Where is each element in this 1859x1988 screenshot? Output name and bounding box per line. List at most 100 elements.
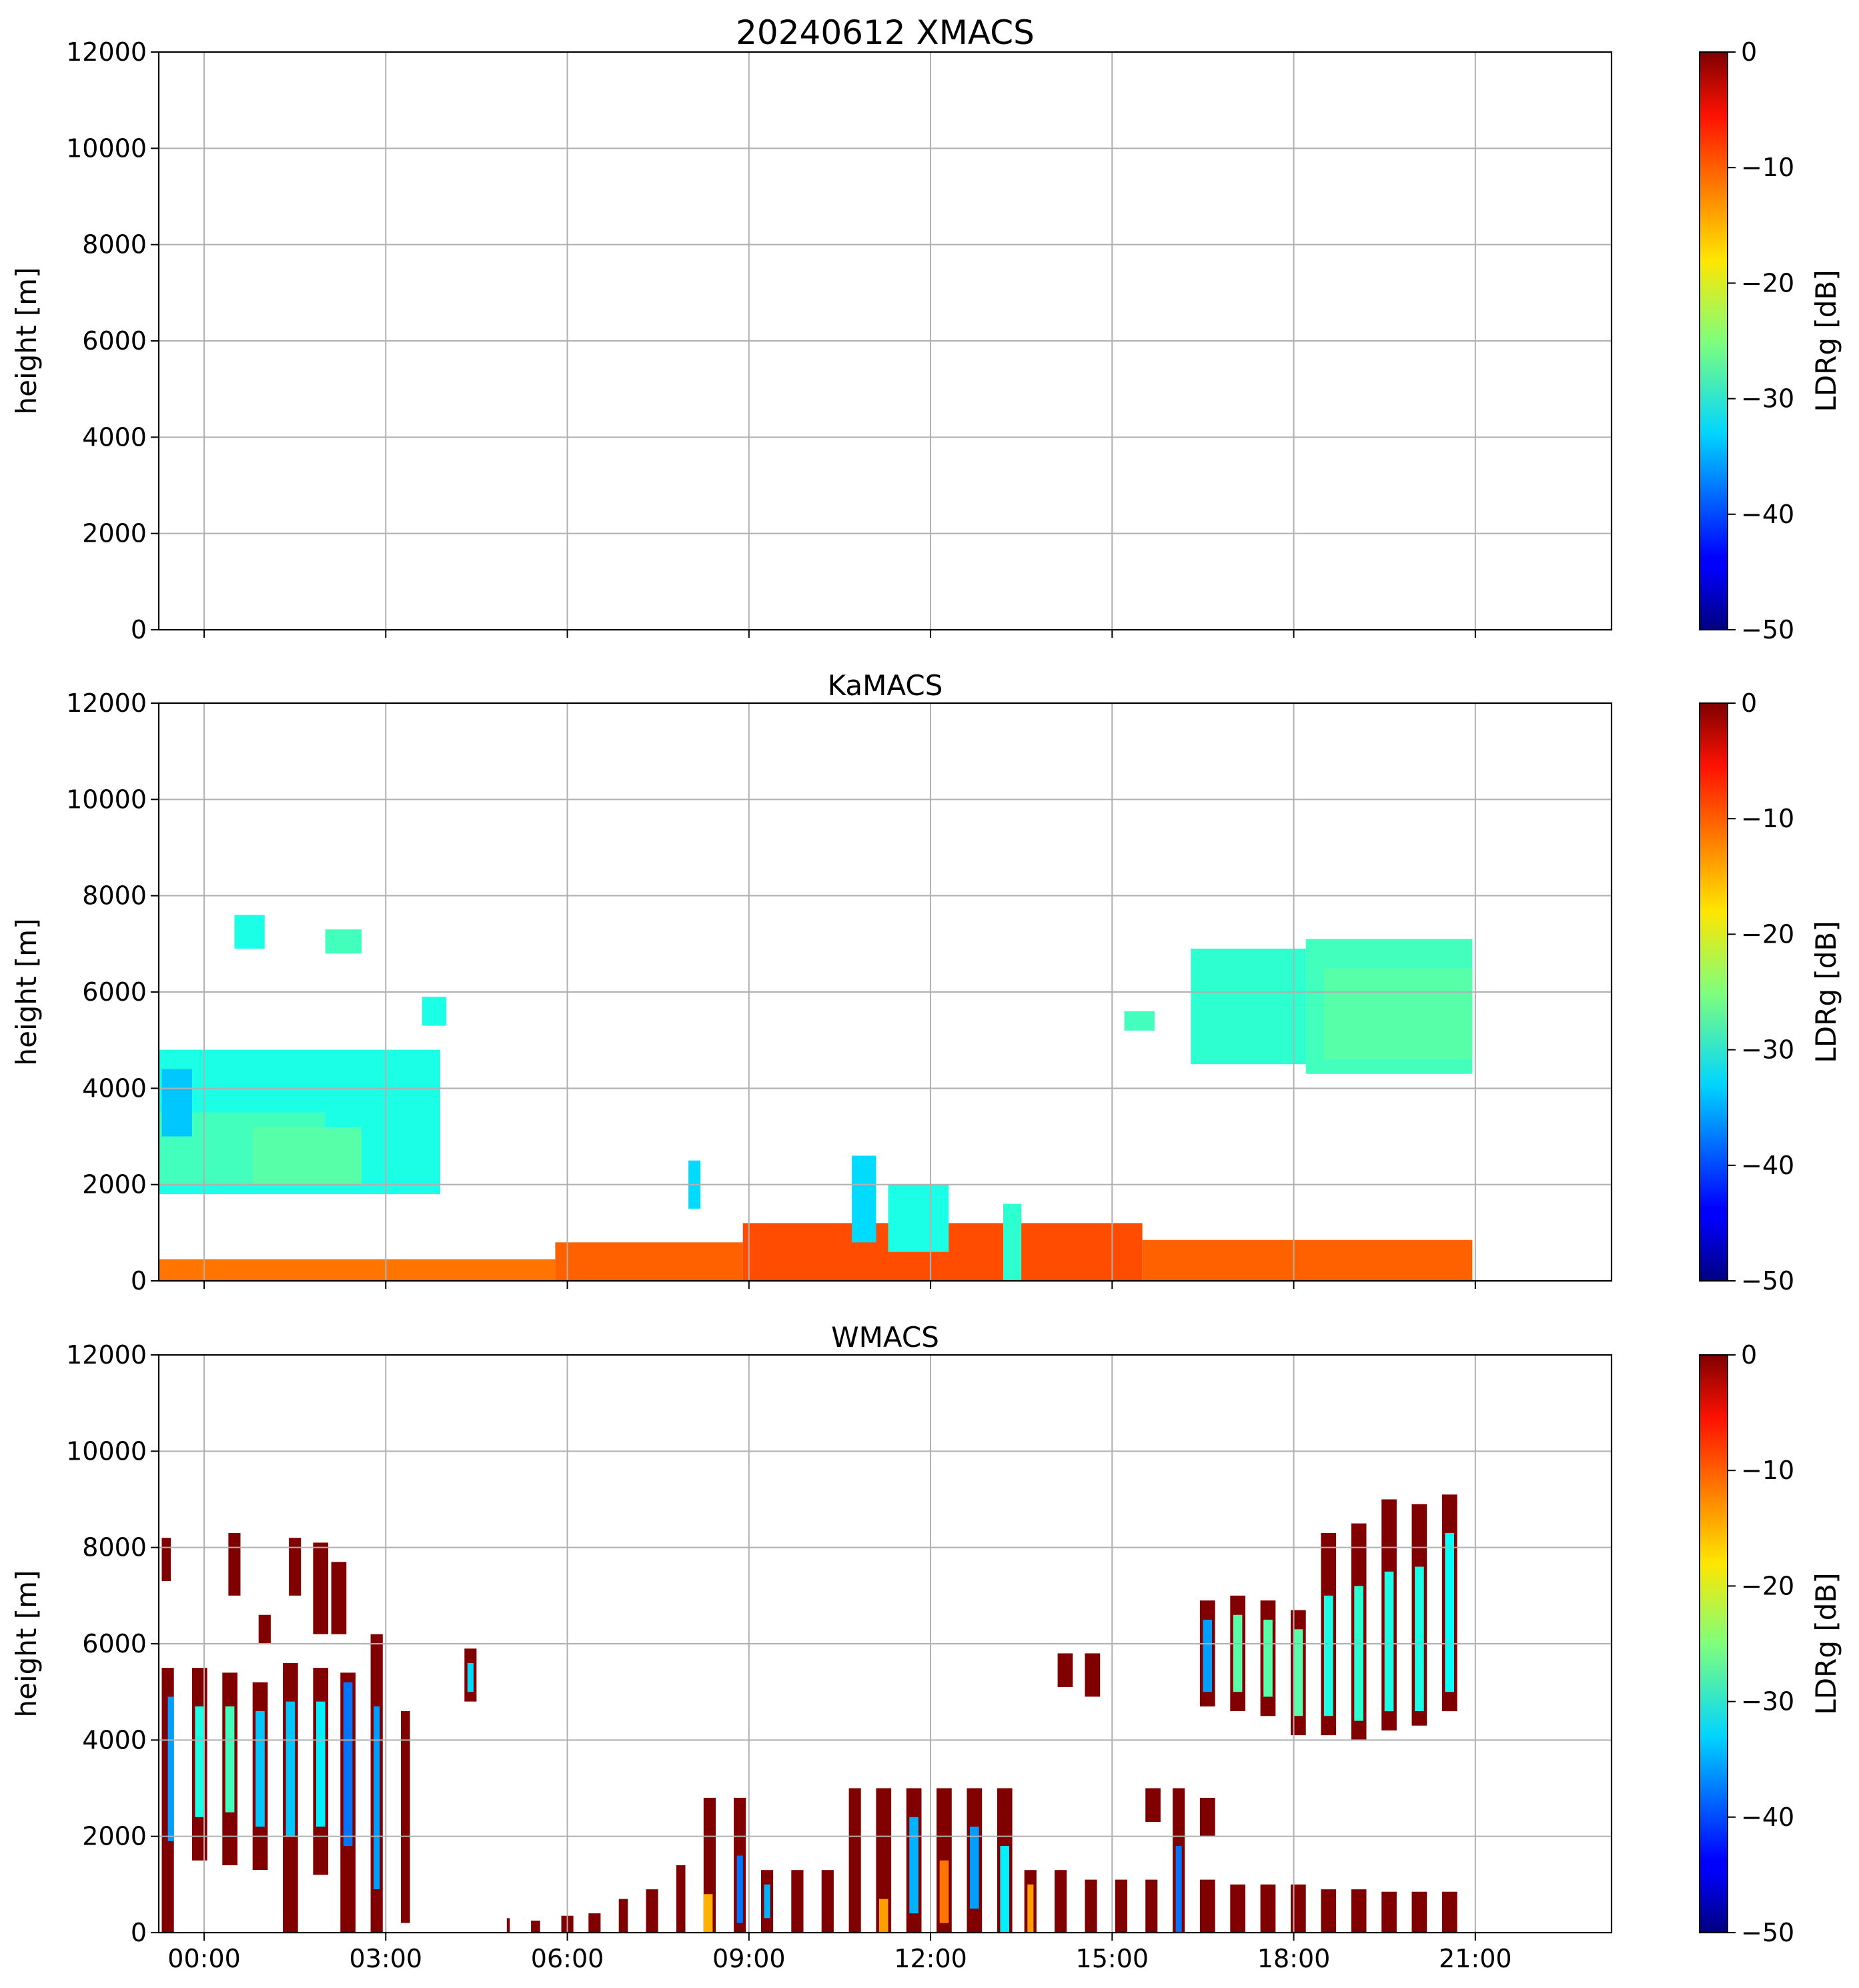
data-region	[285, 1701, 295, 1837]
data-region	[1142, 1239, 1473, 1281]
y-tick-label: 10000	[66, 785, 147, 814]
data-region	[1000, 1846, 1009, 1933]
colorbar-tick-label: −10	[1741, 153, 1794, 182]
data-region	[1291, 1884, 1306, 1933]
data-region	[1260, 1884, 1276, 1933]
data-region	[1445, 1533, 1454, 1692]
data-region	[531, 1921, 540, 1933]
colorbar-tick-label: −40	[1741, 1151, 1794, 1180]
data-region	[1085, 1879, 1097, 1933]
data-region	[258, 1614, 271, 1644]
panel-wmacs: 0 2000 4000 6000 8000 10000 12000 00:00 03:00 06:…	[10, 1321, 1842, 1973]
colorbar-tick-label: 0	[1741, 1340, 1757, 1370]
colorbar-tick-label: −50	[1741, 1918, 1794, 1947]
y-tick-label: 4000	[82, 422, 147, 452]
y-tick-label: 12000	[66, 37, 147, 67]
data-region	[1233, 1614, 1243, 1692]
colorbar-tick-label: 0	[1741, 688, 1757, 718]
y-axis-label: height [m]	[10, 919, 43, 1066]
data-region	[1321, 1889, 1337, 1933]
colorbar	[1699, 1354, 1728, 1933]
colorbar-tick-label: −10	[1741, 804, 1794, 833]
colorbar-tick-label: −30	[1741, 384, 1794, 414]
data-region	[852, 1155, 876, 1243]
data-region	[1057, 1653, 1073, 1687]
y-tick-label: 4000	[82, 1725, 147, 1755]
data-region	[1411, 1891, 1427, 1933]
data-region	[646, 1889, 658, 1933]
y-axis-label: height [m]	[10, 268, 43, 415]
data-region	[1175, 1846, 1182, 1933]
colorbar-label: LDRg [dB]	[1810, 921, 1842, 1063]
data-region	[1199, 1797, 1215, 1837]
y-tick-label: 12000	[66, 688, 147, 718]
data-region	[1124, 1011, 1155, 1031]
data-region	[234, 915, 265, 949]
data-region	[1055, 1870, 1067, 1933]
data-region	[331, 1562, 347, 1634]
data-region	[876, 1788, 892, 1933]
y-tick-label: 2000	[82, 1170, 147, 1199]
data-region	[1415, 1566, 1424, 1711]
data-region	[791, 1870, 804, 1933]
data-region	[1351, 1889, 1367, 1933]
data-region	[422, 997, 447, 1026]
data-region	[1263, 1619, 1273, 1697]
data-region	[1441, 1891, 1457, 1933]
data-region	[736, 1855, 743, 1923]
y-tick-label: 2000	[82, 1822, 147, 1851]
data-region	[821, 1870, 834, 1933]
data-region	[374, 1706, 380, 1889]
colorbar	[1699, 702, 1728, 1282]
data-region	[1354, 1586, 1363, 1721]
data-region	[255, 1711, 265, 1827]
data-region	[161, 1538, 171, 1582]
x-tick-label: 03:00	[350, 1944, 423, 1973]
colorbar-tick-label: −10	[1741, 1456, 1794, 1485]
data-region	[228, 1533, 241, 1596]
kamacs-data	[159, 915, 1473, 1281]
wmacs-data	[161, 1494, 1457, 1933]
colorbar-tick-label: 0	[1741, 37, 1757, 67]
chart-title: WMACS	[831, 1321, 939, 1354]
data-region	[1199, 1879, 1215, 1933]
colorbar-label: LDRg [dB]	[1810, 270, 1842, 412]
data-region	[878, 1899, 888, 1933]
y-tick-label: 2000	[82, 519, 147, 548]
data-region	[401, 1711, 410, 1923]
data-region	[1027, 1884, 1034, 1933]
colorbar-tick-label: −20	[1741, 1571, 1794, 1600]
y-tick-label: 0	[131, 1918, 147, 1947]
data-region	[1191, 949, 1306, 1065]
data-region	[1145, 1879, 1158, 1933]
data-region	[1293, 1629, 1303, 1716]
data-region	[1323, 1595, 1333, 1716]
data-region	[848, 1788, 861, 1933]
colorbar-label: LDRg [dB]	[1810, 1572, 1842, 1714]
y-tick-label: 12000	[66, 1340, 147, 1370]
chart-title: KaMACS	[828, 669, 943, 702]
data-region	[195, 1706, 204, 1817]
data-region	[939, 1860, 949, 1923]
colorbar-tick-label: −50	[1741, 1266, 1794, 1296]
colorbar-tick-label: −20	[1741, 919, 1794, 949]
y-tick-label: 0	[131, 1266, 147, 1296]
colorbar	[1699, 51, 1728, 630]
data-region	[343, 1682, 353, 1847]
data-region	[167, 1696, 174, 1841]
data-region	[1384, 1571, 1394, 1712]
x-tick-label: 09:00	[712, 1944, 786, 1973]
data-region	[764, 1884, 770, 1919]
colorbar-tick-label: −50	[1741, 615, 1794, 644]
x-tick-label: 00:00	[167, 1944, 241, 1973]
data-region	[618, 1899, 628, 1933]
panel-xmacs: 0 2000 4000 6000 8000 10000 12000 20240612 XMAC…	[10, 13, 1842, 644]
data-region	[888, 1184, 949, 1252]
x-tick-label: 18:00	[1257, 1944, 1331, 1973]
chart-title: 20240612 XMACS	[736, 13, 1035, 52]
data-region	[316, 1701, 326, 1827]
colorbar-tick-label: −40	[1741, 1803, 1794, 1832]
data-region	[1145, 1788, 1161, 1822]
colorbar-tick-label: −30	[1741, 1687, 1794, 1716]
